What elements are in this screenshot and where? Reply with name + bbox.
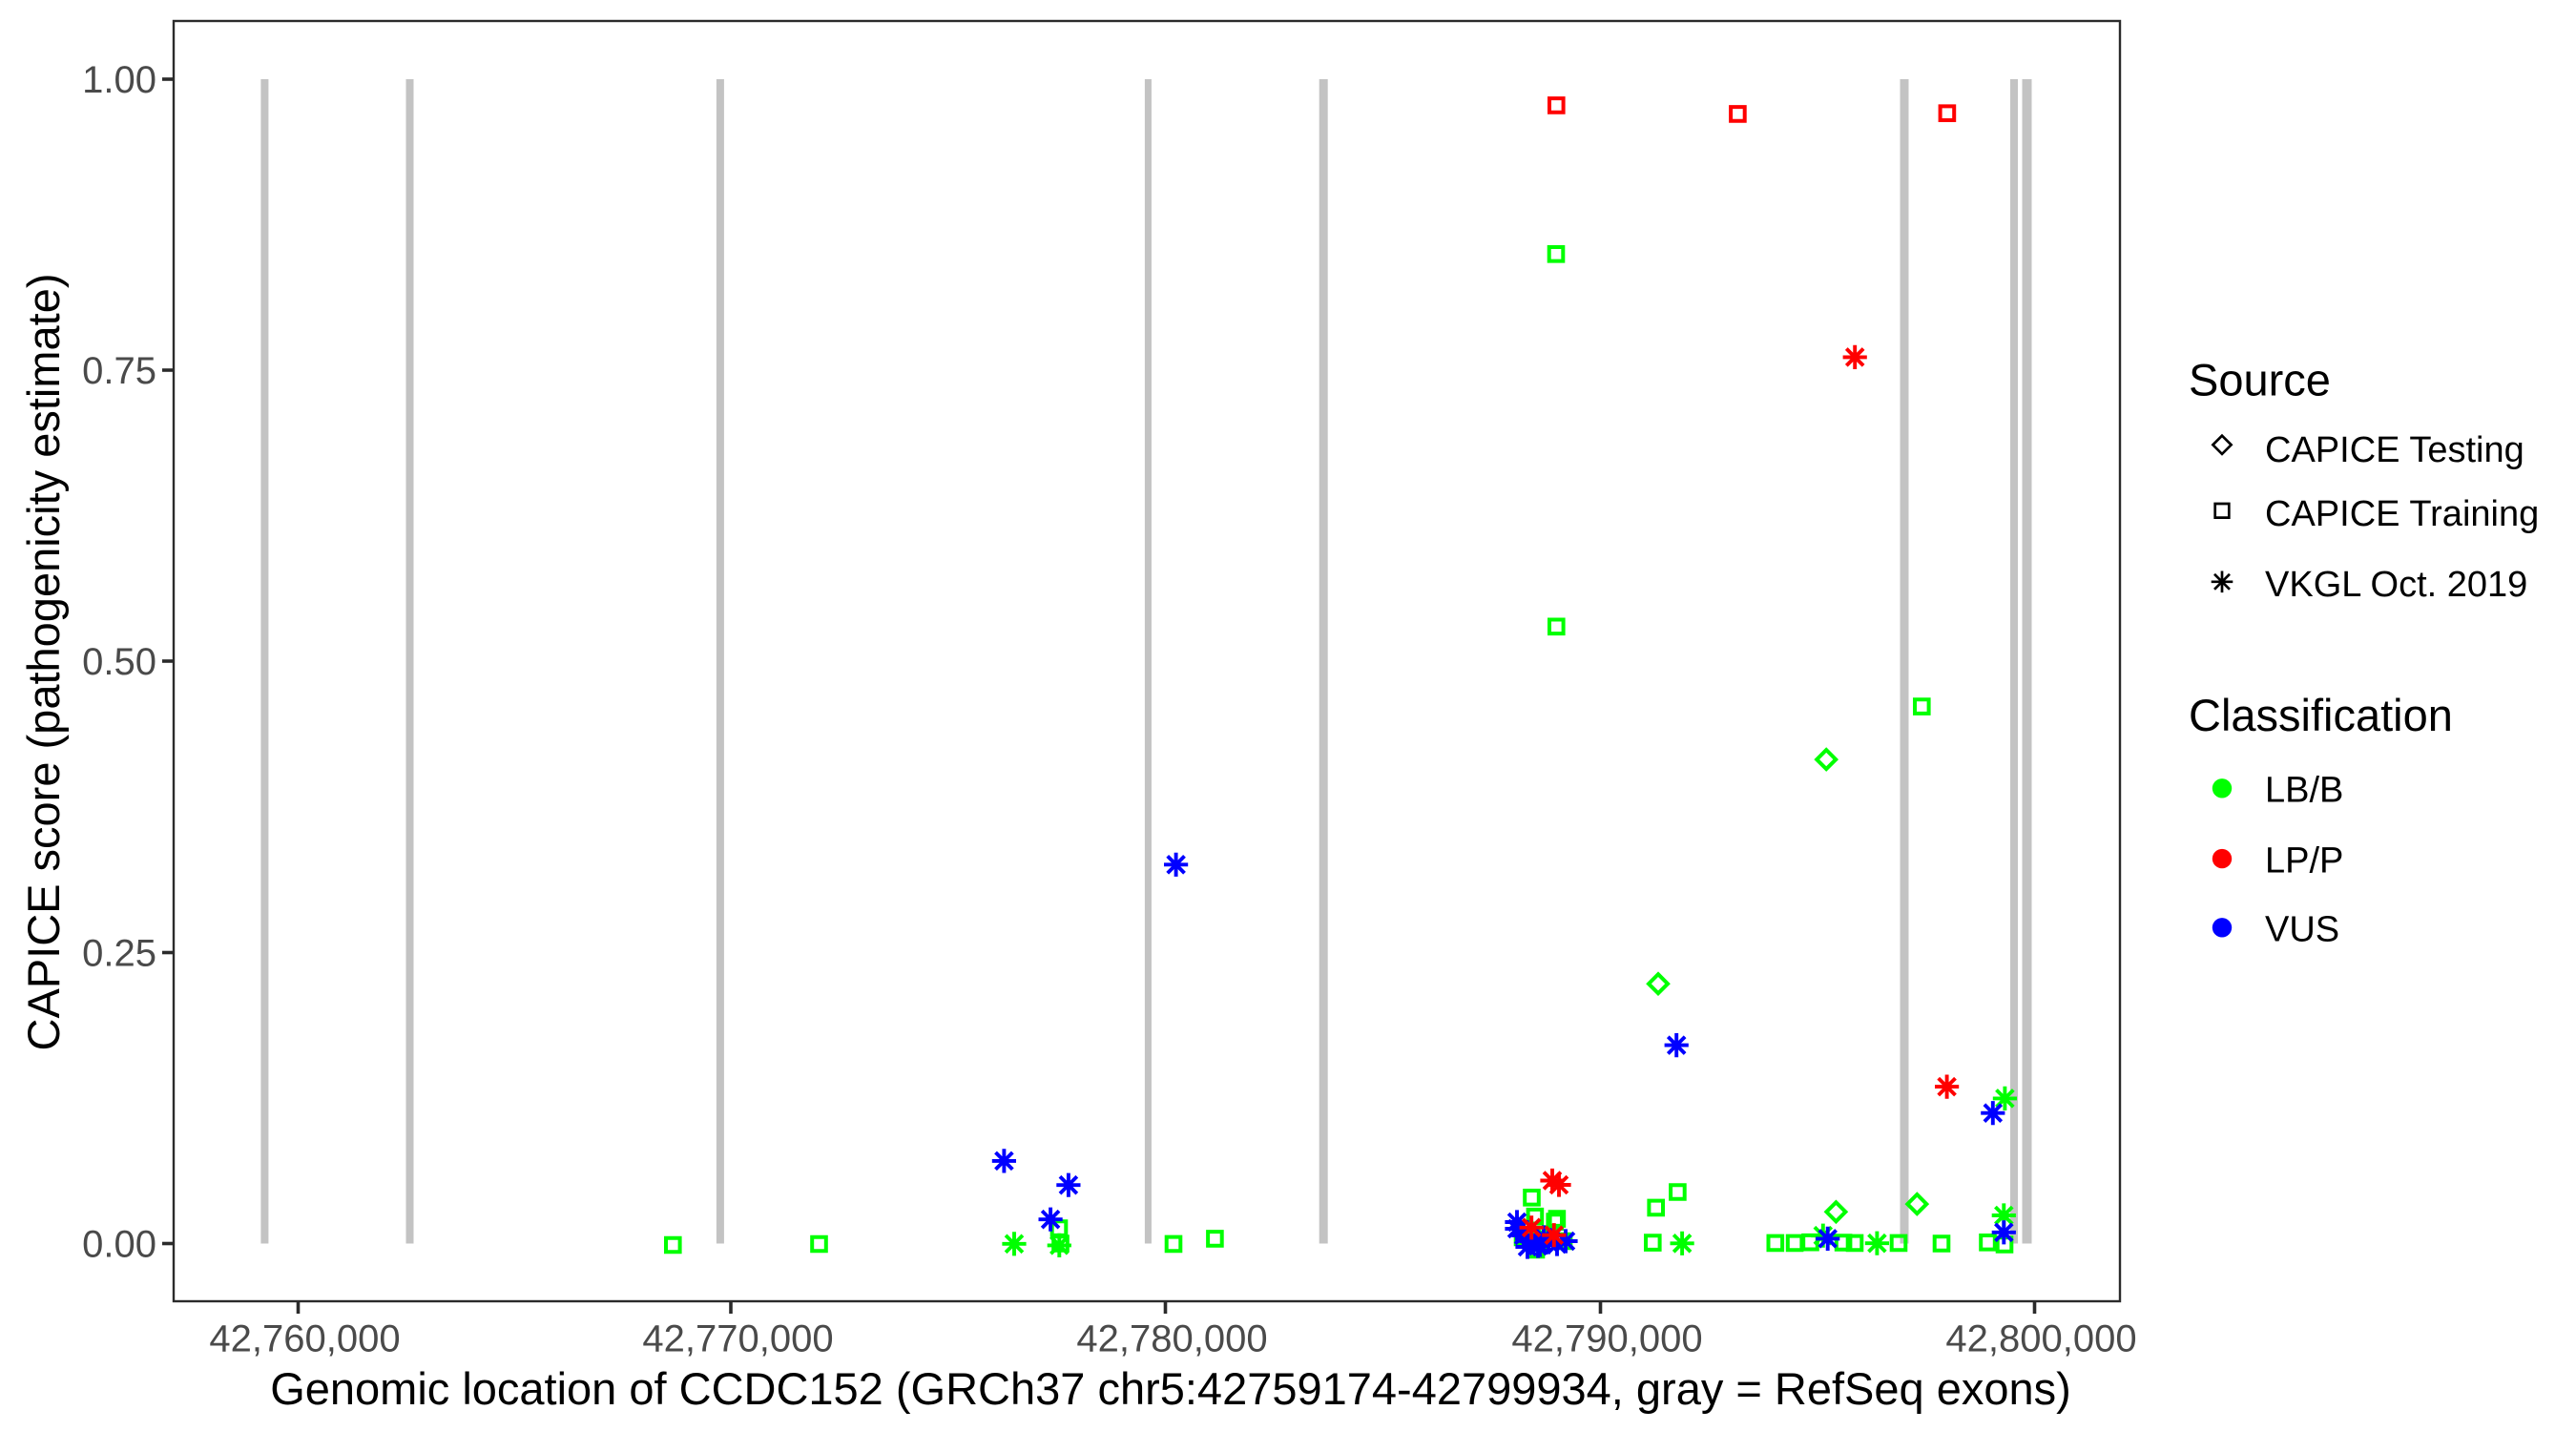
svg-text:42,770,000: 42,770,000 xyxy=(642,1318,833,1360)
svg-text:LP/P: LP/P xyxy=(2265,841,2343,881)
svg-text:LB/B: LB/B xyxy=(2265,771,2343,811)
svg-text:42,760,000: 42,760,000 xyxy=(209,1318,400,1360)
svg-text:VUS: VUS xyxy=(2265,910,2339,950)
svg-text:42,800,000: 42,800,000 xyxy=(1945,1318,2136,1360)
svg-text:42,790,000: 42,790,000 xyxy=(1511,1318,1702,1360)
svg-text:Source: Source xyxy=(2189,355,2331,405)
svg-text:0.25: 0.25 xyxy=(82,933,156,975)
svg-text:0.00: 0.00 xyxy=(82,1224,156,1266)
svg-text:CAPICE Testing: CAPICE Testing xyxy=(2265,430,2524,470)
svg-text:0.75: 0.75 xyxy=(82,350,156,392)
svg-text:42,780,000: 42,780,000 xyxy=(1076,1318,1267,1360)
svg-text:CAPICE score (pathogenicity es: CAPICE score (pathogenicity estimate) xyxy=(18,274,69,1051)
svg-text:Classification: Classification xyxy=(2189,690,2453,740)
svg-text:VKGL Oct. 2019: VKGL Oct. 2019 xyxy=(2265,565,2527,605)
svg-text:1.00: 1.00 xyxy=(82,59,156,101)
svg-text:Genomic location of CCDC152 (G: Genomic location of CCDC152 (GRCh37 chr5… xyxy=(270,1363,2071,1414)
svg-text:CAPICE Training: CAPICE Training xyxy=(2265,494,2539,534)
svg-text:0.50: 0.50 xyxy=(82,641,156,683)
